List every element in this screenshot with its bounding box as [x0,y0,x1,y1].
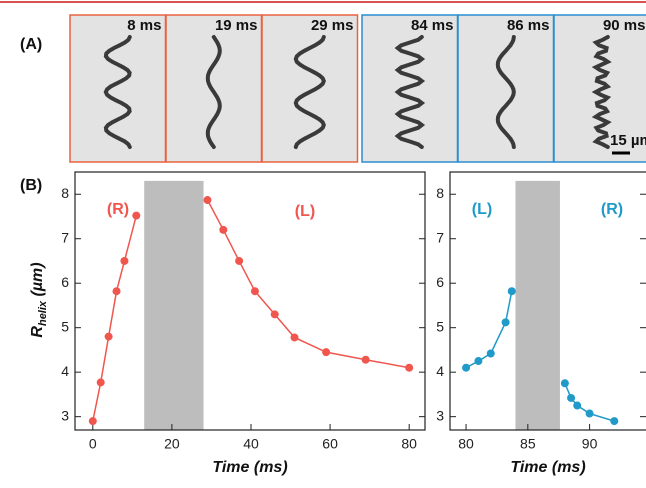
y-axis-label: Rhelix (µm) [29,262,49,337]
x-axis-label: Time (ms) [212,459,287,476]
y-tick-label: 3 [61,407,69,423]
y-tick-label: 8 [436,185,444,201]
plot-frame [74,171,426,431]
y-tick-label: 7 [436,229,444,245]
y-tick-label: 5 [436,318,444,334]
data-point [507,287,516,296]
data-point [474,357,483,366]
frame-time: 29 ms [311,17,354,34]
data-point [573,401,582,410]
y-label-sub: helix [37,300,49,326]
x-tick-label: 80 [458,436,474,452]
data-point [88,417,97,426]
helix-filament [293,35,326,149]
data-point [112,287,121,296]
plot-frame [449,171,646,431]
frame-image [69,14,167,163]
y-tick-label: 6 [61,274,69,290]
panel-label: (B) [20,177,42,194]
series-line [206,199,410,369]
data-point [405,363,414,372]
frame-time: 90 ms [603,17,646,34]
series-label: (L) [295,203,315,220]
data-point [290,333,299,342]
x-tick-label: 80 [401,436,417,452]
helix-filament [495,35,516,149]
x-tick-label: 40 [243,436,259,452]
y-tick-label: 4 [436,363,444,379]
helix-filament [205,35,222,149]
helix-filament [591,35,612,149]
y-label-unit: (µm) [29,262,46,301]
frame-image [261,14,359,163]
data-point [486,349,495,358]
data-point [322,348,331,357]
data-point [203,196,212,205]
frame-time: 19 ms [215,17,258,34]
x-tick-label: 90 [582,436,598,452]
data-point [270,310,279,319]
data-point [235,256,244,265]
series-label: (R) [107,201,129,218]
y-tick-label: 6 [436,274,444,290]
data-point [501,318,510,327]
data-point [104,332,113,341]
helix-filament [103,35,132,149]
frame-time: 84 ms [411,17,454,34]
x-tick-label: 85 [520,436,536,452]
band [144,180,204,430]
data-point [361,355,370,364]
y-tick-label: 4 [61,363,69,379]
data-point [96,378,105,387]
data-point [610,417,619,426]
series-line [92,215,138,422]
series-label: (R) [601,201,623,218]
data-point [585,409,594,418]
scale-bar-label: 15 µm [610,132,646,149]
x-tick-label: 60 [322,436,338,452]
data-point [567,393,576,402]
data-point [132,211,141,220]
frame-time: 86 ms [507,17,550,34]
frame-image [457,14,555,163]
image-strip: 8 ms 19 ms 29 ms 84 ms 86 ms 90 ms 15 µm [69,14,646,163]
series-label: (L) [472,201,492,218]
y-tick-label: 8 [61,185,69,201]
frame-time: 8 ms [127,17,161,34]
y-tick-label: 5 [61,318,69,334]
data-point [250,287,259,296]
data-point [120,256,129,265]
panel-label: (A) [20,36,42,53]
x-tick-label: 0 [89,436,97,452]
data-point [462,363,471,372]
y-tick-label: 7 [61,229,69,245]
data-point [219,225,228,234]
x-tick-label: 20 [164,436,180,452]
y-tick-label: 3 [436,407,444,423]
helix-filament [394,35,426,149]
y-label-main: R [29,326,46,338]
data-point [560,379,569,388]
x-axis-label: Time (ms) [510,459,585,476]
band [515,180,560,430]
